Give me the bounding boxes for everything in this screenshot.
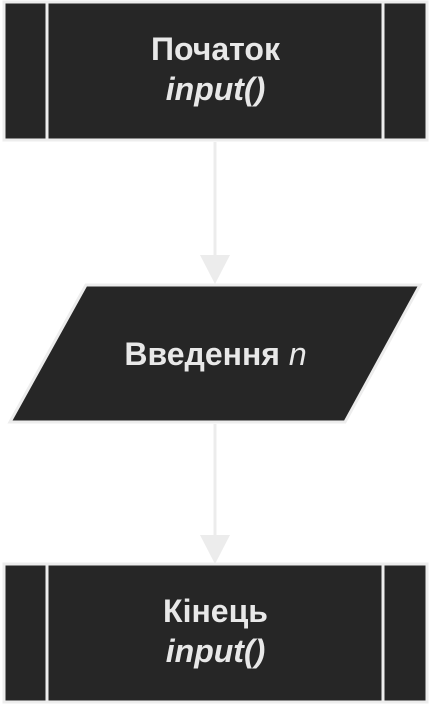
node-end-box (2, 562, 429, 704)
node-end-label: Кінець input() (0, 591, 431, 671)
node-end[interactable] (2, 562, 429, 704)
edge-start-to-input (200, 142, 230, 284)
node-input-label: Введення n (0, 334, 431, 374)
node-start-label: Початок input() (0, 29, 431, 109)
node-start-subtitle: input() (165, 71, 266, 107)
node-start-title: Початок (151, 31, 280, 67)
arrowhead-icon (200, 535, 230, 564)
node-input[interactable] (7, 283, 423, 424)
arrowhead-icon (200, 255, 230, 284)
node-start-box (2, 0, 429, 142)
edge-input-to-end (200, 424, 230, 564)
node-input-shape (7, 283, 423, 424)
node-end-title: Кінець (163, 593, 268, 629)
node-input-title: Введення (124, 336, 280, 372)
node-input-variable: n (288, 336, 307, 372)
node-start[interactable] (2, 0, 429, 142)
node-end-subtitle: input() (165, 633, 266, 669)
